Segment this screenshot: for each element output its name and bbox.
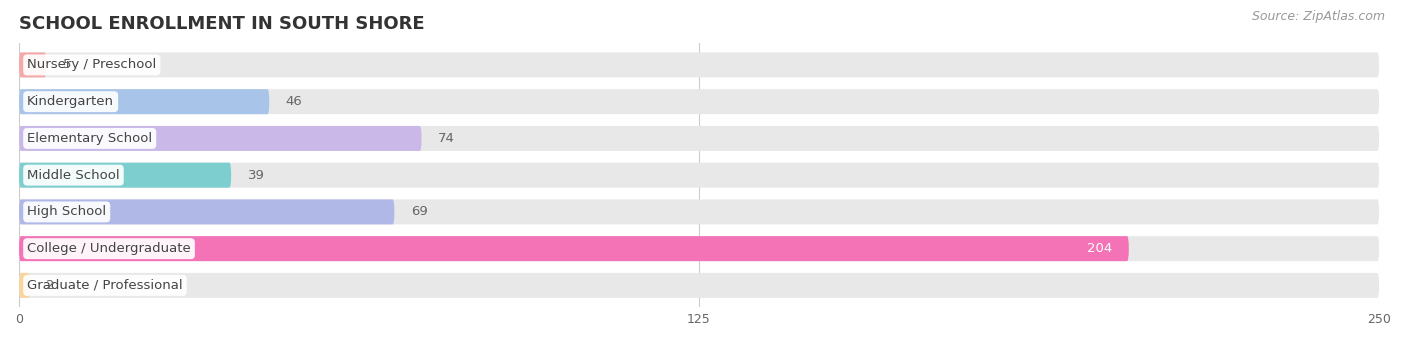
Text: Source: ZipAtlas.com: Source: ZipAtlas.com — [1251, 10, 1385, 23]
FancyBboxPatch shape — [20, 89, 1379, 114]
Text: Kindergarten: Kindergarten — [27, 95, 114, 108]
Text: Middle School: Middle School — [27, 169, 120, 182]
Text: 46: 46 — [285, 95, 302, 108]
FancyBboxPatch shape — [20, 89, 270, 114]
Text: Elementary School: Elementary School — [27, 132, 152, 145]
Text: High School: High School — [27, 205, 107, 218]
FancyBboxPatch shape — [20, 199, 1379, 224]
Text: 204: 204 — [1087, 242, 1112, 255]
Text: 5: 5 — [62, 58, 72, 71]
FancyBboxPatch shape — [20, 163, 231, 188]
FancyBboxPatch shape — [20, 163, 1379, 188]
FancyBboxPatch shape — [20, 236, 1379, 261]
FancyBboxPatch shape — [20, 53, 46, 77]
Text: Graduate / Professional: Graduate / Professional — [27, 279, 183, 292]
FancyBboxPatch shape — [20, 273, 1379, 298]
FancyBboxPatch shape — [20, 53, 1379, 77]
FancyBboxPatch shape — [20, 126, 422, 151]
Text: Nursery / Preschool: Nursery / Preschool — [27, 58, 156, 71]
FancyBboxPatch shape — [20, 236, 1129, 261]
FancyBboxPatch shape — [20, 126, 1379, 151]
FancyBboxPatch shape — [20, 273, 30, 298]
Text: College / Undergraduate: College / Undergraduate — [27, 242, 191, 255]
FancyBboxPatch shape — [20, 199, 394, 224]
Text: SCHOOL ENROLLMENT IN SOUTH SHORE: SCHOOL ENROLLMENT IN SOUTH SHORE — [20, 15, 425, 33]
Text: 39: 39 — [247, 169, 264, 182]
Text: 74: 74 — [437, 132, 454, 145]
Text: 69: 69 — [411, 205, 427, 218]
Text: 2: 2 — [46, 279, 55, 292]
